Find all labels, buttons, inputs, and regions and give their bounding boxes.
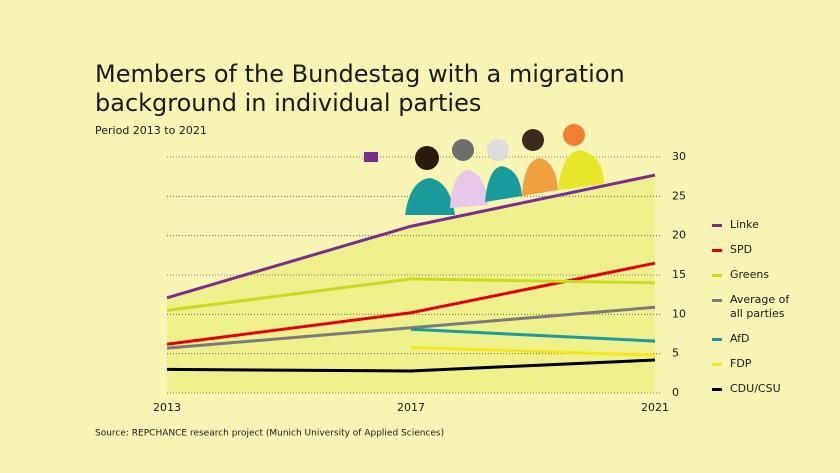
person <box>452 139 474 161</box>
series-line <box>410 345 656 357</box>
y-tick-label: 10 <box>672 307 686 320</box>
y-tick-label: 0 <box>672 386 679 399</box>
legend-swatch <box>712 274 722 277</box>
legend-item: Linke <box>712 218 822 232</box>
legend-swatch <box>712 338 722 341</box>
legend-label: Greens <box>730 268 770 281</box>
series-line <box>166 277 656 312</box>
legend-item: CDU/CSU <box>712 382 822 396</box>
legend-label: SPD <box>730 243 753 256</box>
person <box>563 124 585 146</box>
person <box>485 166 522 202</box>
legend-label: CDU/CSU <box>730 382 781 395</box>
y-tick-label: 25 <box>672 189 686 202</box>
legend-label: Linke <box>730 218 759 231</box>
series-line <box>410 327 656 343</box>
legend-swatch <box>712 363 722 366</box>
y-tick-label: 5 <box>672 347 679 360</box>
x-tick-label: 2017 <box>397 401 425 414</box>
person <box>558 150 604 190</box>
chart-title: Members of the Bundestag with a migratio… <box>95 60 625 88</box>
series-line <box>166 305 656 350</box>
y-tick-label: 15 <box>672 268 686 281</box>
legend-item: Average of all parties <box>712 293 822 321</box>
illustration <box>364 124 604 215</box>
legend-swatch <box>712 249 722 252</box>
y-tick-label: 30 <box>672 150 686 163</box>
person <box>522 158 558 196</box>
legend-swatch <box>712 224 722 227</box>
y-tick-label: 20 <box>672 229 686 242</box>
chart-title: background in individual parties <box>95 89 481 117</box>
legend-swatch <box>712 388 722 391</box>
flag <box>364 152 378 162</box>
legend-label: FDP <box>730 357 752 370</box>
source-note: Source: REPCHANCE research project (Muni… <box>95 429 444 439</box>
legend-label: Average of all parties <box>730 293 790 320</box>
legend-label: AfD <box>730 332 750 345</box>
series-line <box>166 358 656 373</box>
person <box>522 129 544 151</box>
legend: Linke SPD Greens Average of all parties AfD F… <box>712 218 822 407</box>
series-line <box>166 261 656 346</box>
x-tick-label: 2021 <box>641 401 669 414</box>
legend-item: AfD <box>712 332 822 346</box>
legend-item: FDP <box>712 357 822 371</box>
x-tick-label: 2013 <box>153 401 181 414</box>
person <box>415 146 439 170</box>
plot-area: 0 5 10 15 20 25 30 2013 2017 2021 <box>153 150 686 414</box>
legend-item: Greens <box>712 268 822 282</box>
person <box>450 170 488 208</box>
chart-subtitle: Period 2013 to 2021 <box>95 124 207 137</box>
person <box>405 178 455 215</box>
series-line <box>166 173 656 300</box>
legend-swatch <box>712 299 722 302</box>
person <box>487 139 509 161</box>
legend-item: SPD <box>712 243 822 257</box>
